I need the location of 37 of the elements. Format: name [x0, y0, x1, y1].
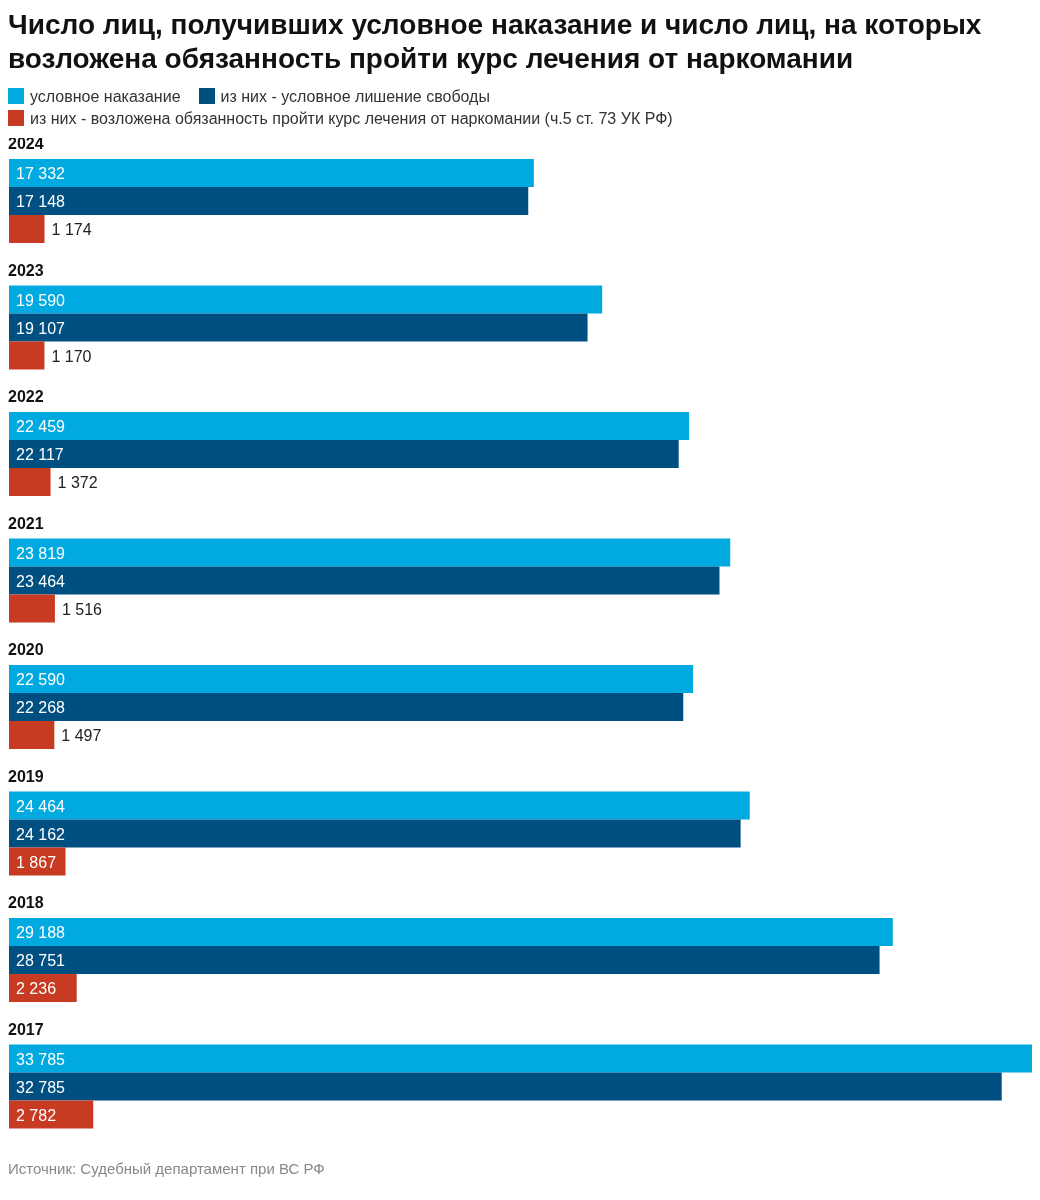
legend-label: из них - условное лишение свободы: [219, 87, 490, 107]
data-label: 24 464: [16, 797, 66, 815]
data-label: 22 590: [16, 671, 66, 688]
data-label: 1 170: [51, 347, 92, 365]
legend-label: условное наказание: [29, 87, 181, 107]
data-label: 28 751: [16, 952, 66, 969]
data-label: 32 785: [16, 1078, 66, 1096]
data-label: 22 459: [16, 418, 66, 435]
y-tick-label: 2017: [8, 1020, 44, 1038]
data-label: 19 590: [16, 291, 66, 309]
y-tick-label: 2024: [8, 135, 44, 153]
data-label: 1 867: [16, 853, 57, 871]
data-label: 1 372: [57, 474, 98, 491]
y-tick-label: 2019: [8, 767, 44, 785]
data-label: 22 117: [16, 446, 64, 463]
data-label: 1 497: [61, 727, 102, 744]
data-label: 17 148: [16, 193, 66, 210]
text: Источник: Судебный департамент при ВС РФ: [8, 1160, 326, 1177]
y-tick-label: 2022: [8, 388, 44, 406]
y-tick-label: 2023: [8, 261, 44, 279]
data-label: 19 107: [16, 319, 66, 337]
y-tick-label: 2021: [8, 514, 44, 532]
data-label: 17 332: [16, 165, 66, 182]
data-label: 33 785: [16, 1050, 66, 1068]
data-label: 22 268: [16, 699, 66, 716]
y-tick-label: 2018: [8, 894, 44, 912]
chart-title: Число лиц, получивших условное наказание и число лиц, на которых возложена обязанность пройти курс лечения от наркомании: [8, 8, 983, 76]
data-label: 1 516: [61, 600, 103, 618]
data-label: 23 819: [16, 544, 66, 562]
data-label: 2 782: [16, 1106, 57, 1124]
y-tick-label: 2020: [8, 641, 44, 659]
data-label: 1 174: [51, 221, 92, 238]
data-label: 24 162: [16, 825, 66, 843]
data-label: 2 236: [16, 980, 57, 997]
data-label: 29 188: [16, 924, 66, 941]
data-label: 23 464: [16, 572, 66, 590]
legend-label: из них - возложена обязанность пройти курс лечения от наркомании (ч.5 ст. 73 УК РФ): [29, 109, 673, 129]
